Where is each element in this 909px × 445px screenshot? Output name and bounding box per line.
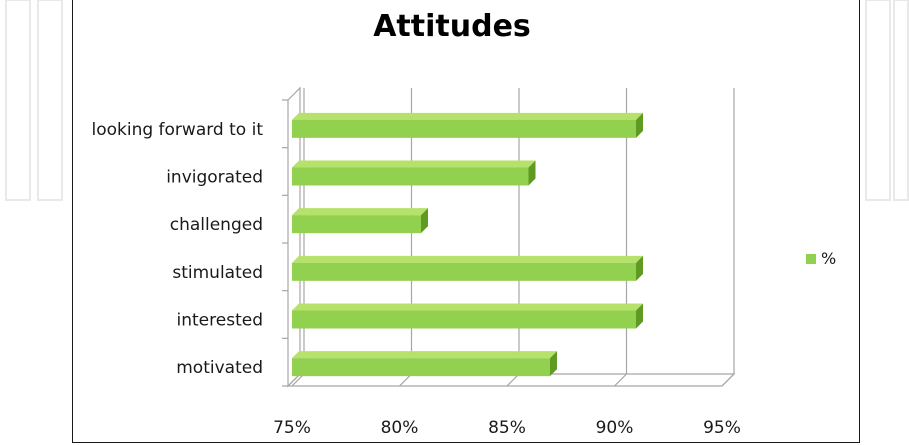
category-labels: looking forward to it invigorated challeng…: [91, 120, 263, 378]
bar-side: [636, 303, 643, 329]
bar-side: [636, 255, 643, 281]
category-label: invigorated: [166, 168, 263, 188]
legend-swatch: [806, 254, 816, 264]
bar: [292, 208, 428, 234]
category-label: stimulated: [172, 263, 263, 283]
bar-side: [421, 208, 428, 234]
category-label: challenged: [170, 215, 263, 235]
x-tick-label: 80%: [381, 418, 419, 438]
bar-top: [292, 351, 557, 359]
bar-top: [292, 160, 536, 168]
bar: [292, 303, 643, 329]
x-tick-label: 90%: [596, 418, 634, 438]
bar-front: [292, 119, 636, 138]
bar-front: [292, 215, 421, 234]
floor: [286, 373, 736, 387]
bar-top: [292, 208, 428, 216]
bar-top: [292, 255, 643, 263]
bars: [292, 112, 643, 377]
category-label: looking forward to it: [91, 120, 263, 140]
bar-top: [292, 303, 643, 311]
legend-label: %: [821, 249, 836, 268]
bar: [292, 112, 643, 138]
bar-top: [292, 112, 643, 120]
bar-front: [292, 262, 636, 281]
legend: %: [806, 249, 836, 268]
bar: [292, 351, 557, 377]
category-label: motivated: [176, 358, 263, 378]
bar-front: [292, 310, 636, 329]
bar-side: [528, 160, 536, 186]
bar: [292, 255, 643, 281]
x-tick-labels: 75% 80% 85% 90% 95%: [273, 418, 741, 438]
x-tick-label: 95%: [703, 418, 741, 438]
x-tick-label: 75%: [273, 418, 311, 438]
bar-front: [292, 358, 550, 377]
gridline: [721, 88, 735, 387]
x-tick-label: 85%: [488, 418, 526, 438]
bar-side: [636, 112, 643, 138]
chart-title: Attitudes: [373, 9, 531, 44]
bar: [292, 160, 536, 186]
category-label: interested: [177, 311, 263, 331]
bar-front: [292, 167, 529, 186]
bar-side: [550, 351, 557, 377]
